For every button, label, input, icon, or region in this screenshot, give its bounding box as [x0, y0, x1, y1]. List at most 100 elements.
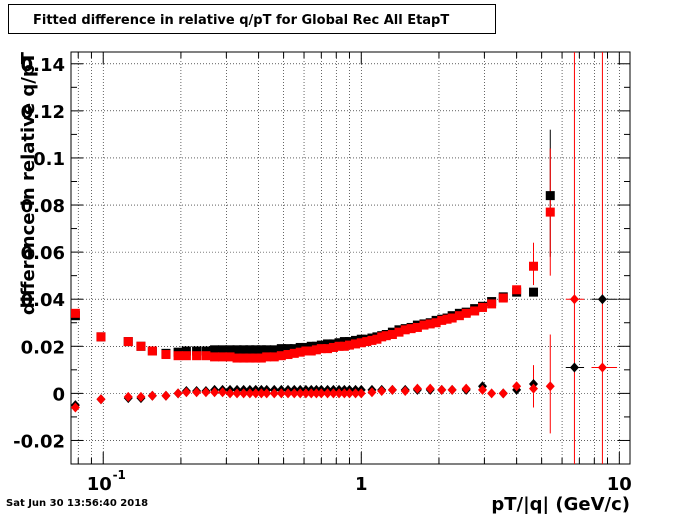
chart-title-box: Fitted difference in relative q/pT for G… — [8, 4, 496, 34]
data-point-square — [478, 302, 488, 312]
data-point-square — [356, 338, 366, 348]
data-point-square — [232, 345, 242, 355]
data-point-square — [381, 331, 391, 341]
y-axis-title: difference in relative q/pT — [18, 51, 39, 315]
data-point-square — [323, 344, 333, 354]
data-point-diamond — [192, 387, 202, 398]
data-point-square — [218, 352, 228, 362]
data-point-diamond — [461, 383, 471, 394]
data-point-diamond — [339, 388, 349, 399]
data-point-diamond — [123, 391, 133, 402]
data-point-square — [256, 345, 266, 355]
data-point-square — [181, 346, 191, 356]
y-tick-label: 0 — [52, 384, 65, 405]
data-point-square — [362, 337, 372, 347]
data-point-square — [311, 345, 321, 355]
data-point-square — [367, 335, 377, 345]
data-point-diamond — [412, 383, 422, 394]
data-point-square — [239, 345, 249, 355]
data-point-diamond — [597, 294, 607, 305]
data-point-diamond — [597, 362, 607, 373]
data-point-square — [256, 353, 266, 363]
data-point-square — [210, 352, 220, 362]
data-point-diamond — [218, 387, 228, 398]
data-point-square — [377, 332, 387, 342]
data-point-diamond — [487, 388, 497, 399]
data-point-diamond — [569, 362, 579, 373]
data-point-square — [316, 344, 326, 354]
data-point-diamond — [96, 394, 106, 405]
data-point-square — [295, 342, 305, 352]
data-point-diamond — [295, 388, 305, 399]
data-point-square — [512, 285, 522, 295]
data-point-diamond — [512, 381, 522, 392]
data-point-square — [225, 345, 235, 355]
data-point-square — [344, 340, 354, 350]
y-tick-label: 0.08 — [21, 196, 65, 217]
data-point-square — [339, 341, 349, 351]
data-point-square — [339, 337, 349, 347]
data-point-diamond — [328, 388, 338, 399]
data-point-diamond — [173, 388, 183, 399]
data-point-diamond — [306, 388, 316, 399]
data-point-square — [161, 350, 171, 360]
data-point-square — [306, 346, 316, 356]
data-point-square — [192, 351, 202, 361]
x-tick-label: 10 — [87, 474, 112, 495]
data-point-square — [269, 352, 279, 362]
data-point-diamond — [377, 386, 387, 397]
data-point-square — [201, 346, 211, 356]
data-point-square — [461, 308, 471, 318]
data-point-square — [269, 345, 279, 355]
data-point-square — [276, 351, 286, 361]
data-point-square — [487, 299, 497, 309]
data-point-square — [283, 344, 293, 354]
data-point-diamond — [367, 387, 377, 398]
data-point-square — [96, 332, 106, 342]
data-point-diamond — [301, 388, 311, 399]
data-point-diamond — [239, 388, 249, 399]
data-point-diamond — [225, 388, 235, 399]
data-point-square — [498, 293, 508, 303]
data-point-square — [406, 324, 416, 334]
y-tick-label: 0.14 — [21, 55, 65, 76]
data-point-diamond — [545, 381, 555, 392]
data-point-square — [372, 334, 382, 344]
data-point-square — [262, 352, 272, 362]
data-point-square — [351, 339, 361, 349]
x-axis-title: pT/|q| (GeV/c) — [491, 494, 630, 514]
data-point-diamond — [323, 388, 333, 399]
data-point-diamond — [283, 388, 293, 399]
data-point-square — [245, 353, 255, 363]
plot-frame — [70, 51, 631, 465]
x-tick-label: 10 — [607, 474, 632, 495]
data-point-diamond — [351, 388, 361, 399]
x-tick-label-exponent: -1 — [113, 468, 126, 482]
data-point-diamond — [529, 383, 539, 394]
data-point-diamond — [311, 388, 321, 399]
data-point-diamond — [478, 384, 488, 395]
data-point-square — [173, 351, 183, 361]
data-point-square — [201, 351, 211, 361]
y-tick-label: -0.02 — [13, 431, 65, 452]
data-layer — [71, 52, 618, 464]
data-point-square — [323, 339, 333, 349]
data-point-square — [529, 261, 539, 271]
chart-title: Fitted difference in relative q/pT for G… — [33, 13, 450, 28]
data-point-square — [232, 353, 242, 363]
data-point-diamond — [262, 388, 272, 399]
data-point-square — [545, 191, 555, 201]
data-point-square — [419, 320, 429, 330]
data-point-diamond — [425, 383, 435, 394]
datestamp: Sat Jun 30 13:56:40 2018 — [6, 498, 149, 509]
data-point-diamond — [289, 388, 299, 399]
data-point-square — [283, 350, 293, 360]
data-point-diamond — [316, 388, 326, 399]
data-point-square — [239, 353, 249, 363]
data-point-diamond — [256, 388, 266, 399]
y-tick-label: 0.04 — [21, 290, 65, 311]
data-point-square — [470, 306, 480, 316]
data-point-diamond — [498, 388, 508, 399]
data-point-diamond — [356, 388, 366, 399]
data-point-square — [289, 348, 299, 358]
